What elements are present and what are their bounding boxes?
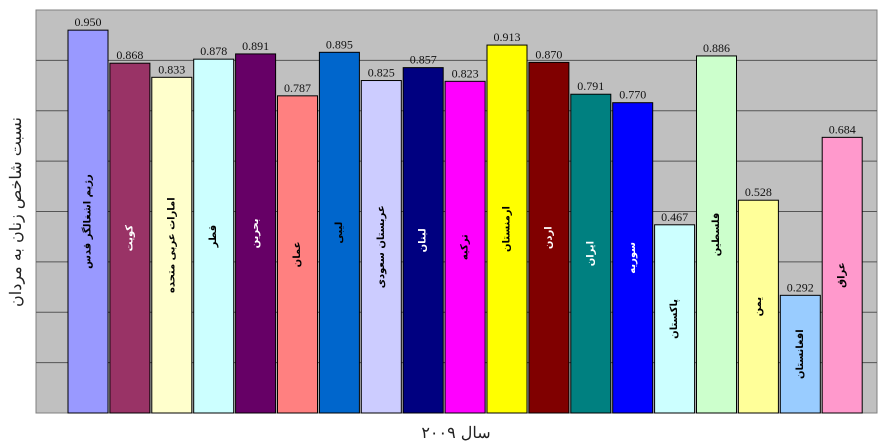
category-label: افغانستان (795, 329, 806, 379)
bar (737, 199, 779, 414)
value-label: 0.292 (787, 280, 814, 294)
value-label: 0.825 (368, 66, 395, 80)
x-axis-title: سال ۲۰۰۹ (421, 423, 490, 442)
category-label: عمان (292, 242, 303, 268)
bar (109, 62, 151, 414)
bar (654, 224, 696, 414)
bar (402, 67, 444, 414)
bar (696, 55, 737, 414)
bar (528, 61, 570, 414)
category-label: ایران (585, 241, 596, 266)
bar (235, 53, 277, 414)
value-label: 0.878 (200, 44, 227, 58)
value-labels: 0.950 0.868 0.833 0.878 0.891 0.787 0.895 0.825… (75, 15, 856, 294)
category-label: بحرین (250, 218, 261, 248)
bar (779, 294, 821, 414)
bar (360, 80, 402, 414)
category-label: لیبی (334, 222, 345, 244)
category-label: سوریه (627, 242, 638, 274)
bar (486, 44, 528, 414)
value-label: 0.895 (326, 37, 353, 51)
value-label: 0.833 (158, 62, 185, 76)
bar (277, 95, 318, 414)
value-label: 0.870 (535, 47, 562, 61)
bar (821, 136, 863, 414)
value-label: 0.913 (494, 30, 521, 44)
value-label: 0.684 (829, 122, 856, 136)
bar (570, 93, 612, 414)
bar (444, 80, 486, 414)
value-label: 0.787 (284, 81, 311, 95)
value-label: 0.886 (703, 41, 730, 55)
category-labels: رژیم اشغالگر قدس کویت امارات عربی متحده قطر… (81, 174, 848, 379)
category-label: فلسطین (711, 213, 722, 257)
bar (193, 58, 235, 414)
category-label: قطر (208, 225, 219, 249)
value-label: 0.891 (242, 39, 269, 53)
category-label: اردن (543, 226, 554, 249)
category-label: ارمنستان (502, 206, 513, 252)
category-label: امارات عربی متحده (166, 197, 177, 293)
category-label: یمن (753, 297, 764, 317)
category-label: عراق (837, 262, 848, 287)
value-label: 0.770 (619, 88, 646, 102)
bar (612, 102, 654, 414)
y-axis-title: نسبت شاخص زنان به مردان (6, 117, 25, 307)
value-label: 0.791 (577, 79, 604, 93)
category-label: کویت (124, 225, 135, 252)
value-label: 0.467 (661, 210, 688, 224)
category-label: لبنان (418, 228, 429, 252)
bar (318, 51, 360, 414)
value-label: 0.868 (116, 48, 143, 62)
value-label: 0.823 (452, 66, 479, 80)
category-label: پاکستان (669, 299, 680, 339)
bar (67, 29, 109, 414)
category-label: رژیم اشغالگر قدس (81, 174, 94, 269)
category-label: ترکیه (460, 234, 471, 260)
category-label: عربستان سعودی (376, 205, 387, 288)
bars (67, 29, 863, 414)
value-label: 0.857 (410, 53, 437, 67)
bar (151, 76, 193, 414)
value-label: 0.950 (75, 15, 102, 29)
value-label: 0.528 (745, 185, 772, 199)
